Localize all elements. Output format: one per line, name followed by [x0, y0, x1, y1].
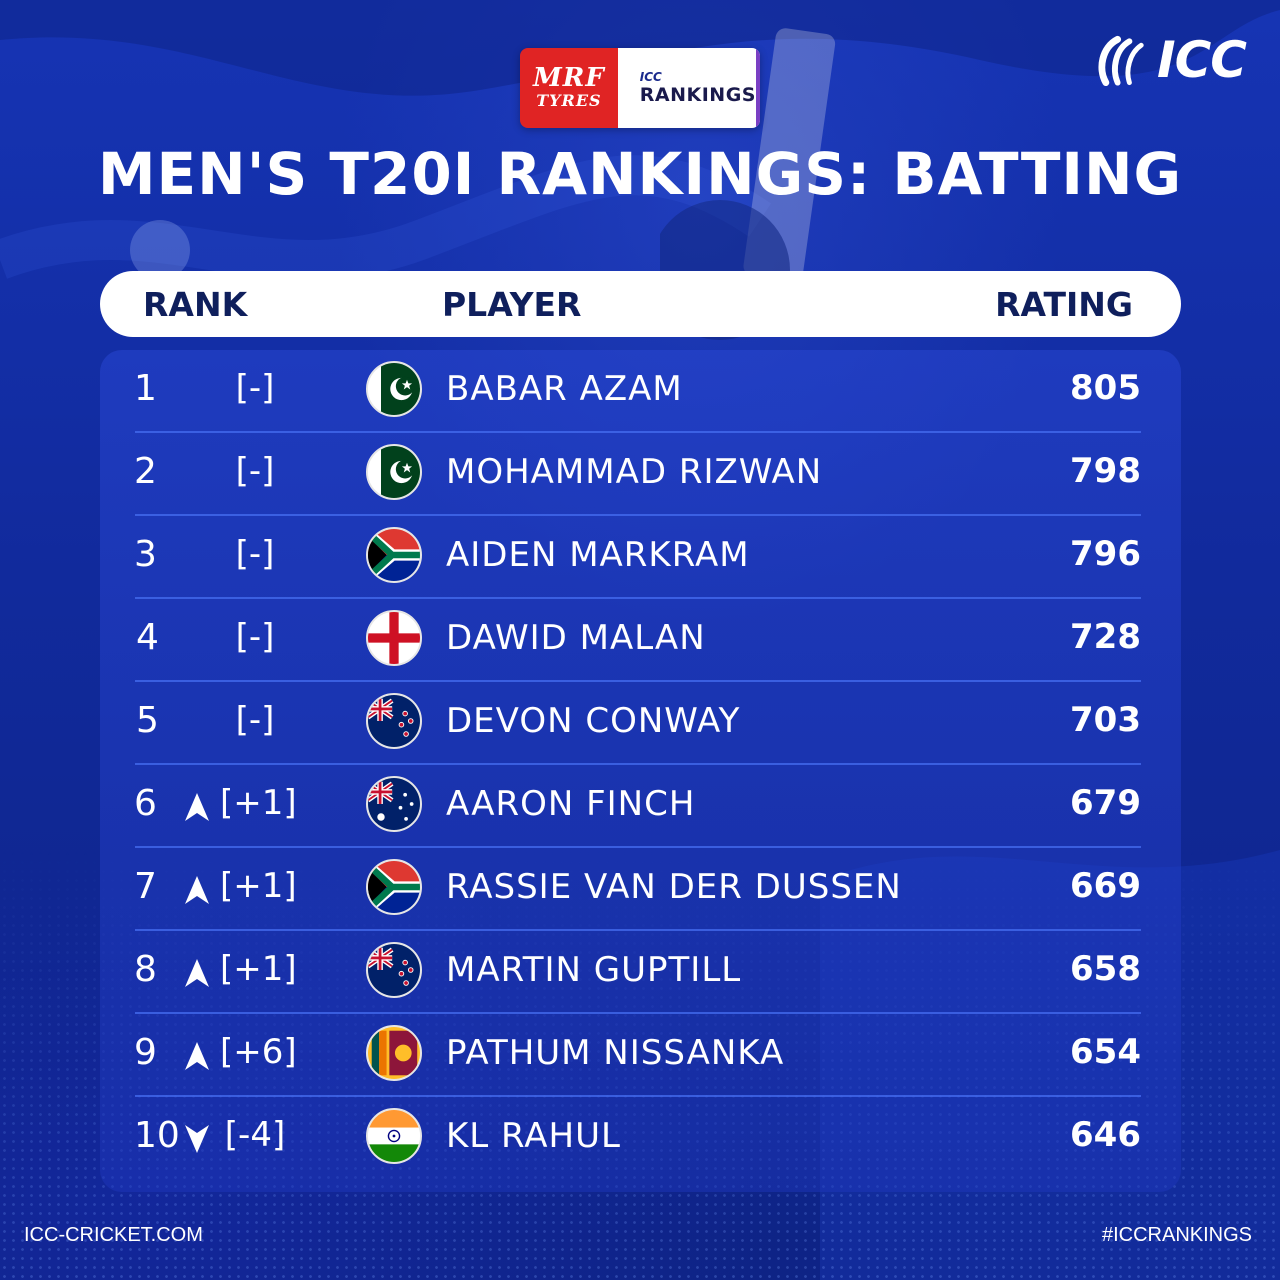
icc-logo-text: ICC — [1157, 31, 1247, 89]
rankings-text: RANKINGS — [639, 84, 756, 106]
arrow-up-icon — [185, 876, 209, 904]
player-name: RASSIE VAN DER DUSSEN — [446, 867, 902, 907]
rank-change: [+1] — [220, 866, 297, 906]
rank-number: 2 — [134, 451, 157, 492]
player-name: PATHUM NISSANKA — [446, 1033, 785, 1073]
player-rating: 654 — [1070, 1032, 1141, 1072]
player-name: AIDEN MARKRAM — [446, 535, 750, 575]
new-zealand-flag-icon — [366, 942, 422, 998]
england-flag-icon — [366, 610, 422, 666]
table-row: 2 [-] MOHAMMAD RIZWAN 798 — [100, 433, 1181, 516]
page-title: MEN'S T20I RANKINGS: BATTING — [97, 140, 1183, 208]
icc-logo: ICC — [1096, 30, 1247, 90]
row-divider — [135, 680, 1141, 682]
rank-change: [-] — [235, 617, 275, 657]
table-row: 10 [-4] KL RAHUL 646 — [100, 1097, 1181, 1180]
header-player: PLAYER — [442, 285, 582, 324]
south-africa-flag-icon — [366, 859, 422, 915]
rankings-table: 1 [-] BABAR AZAM 805 2 [-] MOHAMMAD RIZW… — [100, 350, 1181, 1192]
rank-number: 9 — [134, 1032, 157, 1073]
india-flag-icon — [366, 1108, 422, 1164]
mrf-tyres-logo: MRF TYRES — [520, 48, 618, 128]
row-divider — [135, 763, 1141, 765]
rank-change: [-] — [235, 368, 275, 408]
header-rank: RANK — [143, 285, 248, 324]
hashtag-text: #ICCRANKINGS — [1101, 1224, 1252, 1246]
row-divider — [135, 514, 1141, 516]
row-divider — [135, 1095, 1141, 1097]
row-divider — [135, 1012, 1141, 1014]
rank-number: 3 — [134, 534, 157, 575]
player-name: KL RAHUL — [446, 1116, 621, 1156]
table-header: RANK PLAYER RATING — [100, 271, 1181, 337]
website-link[interactable]: ICC-CRICKET.COM — [24, 1224, 203, 1246]
rank-change: [+6] — [220, 1032, 297, 1072]
rank-number: 4 — [136, 617, 159, 658]
rank-change: [-] — [235, 534, 275, 574]
table-row: 9 [+6] PATHUM NISSANKA 654 — [100, 1014, 1181, 1097]
player-rating: 679 — [1070, 783, 1141, 823]
sri-lanka-flag-icon — [366, 1025, 422, 1081]
player-rating: 646 — [1070, 1115, 1141, 1155]
player-name: MOHAMMAD RIZWAN — [446, 452, 823, 492]
rank-number: 10 — [134, 1115, 180, 1156]
rank-number: 8 — [134, 949, 157, 990]
icc-small-text: ICC — [639, 70, 662, 84]
header-rating: RATING — [995, 285, 1133, 324]
player-rating: 703 — [1070, 700, 1141, 740]
arrow-up-icon — [185, 793, 209, 821]
mrf-text: MRF — [532, 63, 605, 93]
rank-number: 7 — [134, 866, 157, 907]
icc-rankings-logo: ICC RANKINGS — [617, 48, 760, 128]
tyres-text: TYRES — [536, 91, 602, 110]
player-name: AARON FINCH — [446, 784, 696, 824]
rank-change: [-4] — [224, 1115, 286, 1155]
rank-number: 6 — [134, 783, 157, 824]
table-row: 8 [+1] MARTIN GUPTILL 658 — [100, 931, 1181, 1014]
sponsor-badge: MRF TYRES ICC RANKINGS — [520, 48, 760, 128]
new-zealand-flag-icon — [366, 693, 422, 749]
australia-flag-icon — [366, 776, 422, 832]
player-rating: 798 — [1070, 451, 1141, 491]
icc-ball-icon — [1098, 35, 1144, 87]
table-row: 4 [-] DAWID MALAN 728 — [100, 599, 1181, 682]
rank-change: [-] — [235, 700, 275, 740]
player-name: DEVON CONWAY — [446, 701, 741, 741]
rank-number: 1 — [134, 368, 157, 409]
row-divider — [135, 929, 1141, 931]
rank-change: [-] — [235, 451, 275, 491]
rank-change: [+1] — [220, 949, 297, 989]
rank-number: 5 — [136, 700, 159, 741]
pakistan-flag-icon — [366, 444, 422, 500]
row-divider — [135, 431, 1141, 433]
player-rating: 728 — [1070, 617, 1141, 657]
rank-change: [+1] — [220, 783, 297, 823]
player-name: DAWID MALAN — [446, 618, 706, 658]
row-divider — [135, 846, 1141, 848]
table-row: 1 [-] BABAR AZAM 805 — [100, 350, 1181, 433]
table-row: 5 [-] DEVON CONWAY 703 — [100, 682, 1181, 765]
table-row: 6 [+1] AARON FINCH 679 — [100, 765, 1181, 848]
arrow-up-icon — [185, 959, 209, 987]
player-name: MARTIN GUPTILL — [446, 950, 742, 990]
table-row: 7 [+1] RASSIE VAN DER DUSSEN 669 — [100, 848, 1181, 931]
player-rating: 796 — [1070, 534, 1141, 574]
player-rating: 669 — [1070, 866, 1141, 906]
arrow-up-icon — [185, 1042, 209, 1070]
table-row: 3 [-] AIDEN MARKRAM 796 — [100, 516, 1181, 599]
player-rating: 805 — [1070, 368, 1141, 408]
row-divider — [135, 597, 1141, 599]
player-name: BABAR AZAM — [446, 369, 683, 409]
player-rating: 658 — [1070, 949, 1141, 989]
pakistan-flag-icon — [366, 361, 422, 417]
south-africa-flag-icon — [366, 527, 422, 583]
arrow-down-icon — [185, 1125, 209, 1153]
